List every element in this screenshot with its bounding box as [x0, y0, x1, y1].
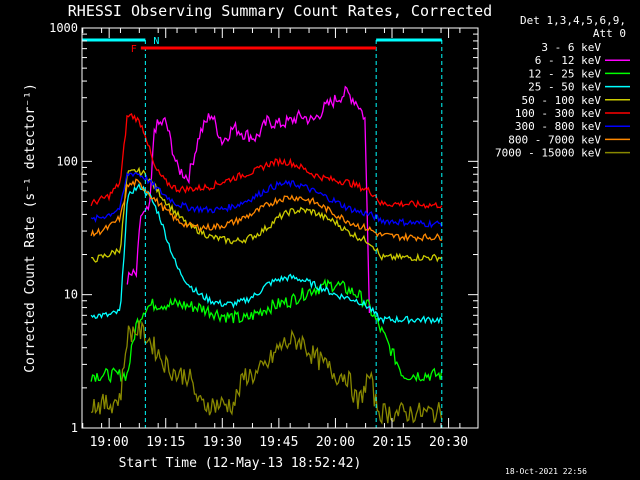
x-tick-label: 19:30	[203, 435, 242, 450]
series-line-5	[91, 166, 443, 263]
y-axis-label: Corrected Count Rate (s⁻¹ detector⁻¹)	[23, 83, 38, 373]
x-tick-label: 20:15	[372, 435, 411, 450]
legend-label: 12 - 25 keV	[528, 67, 601, 80]
legend-label: 6 - 12 keV	[535, 54, 602, 67]
legend-label: 800 - 7000 keV	[508, 133, 601, 146]
y-tick-label: 100	[56, 154, 78, 168]
series-line-8	[90, 178, 442, 243]
legend-label: 7000 - 15000 keV	[495, 147, 601, 160]
series-line-7	[90, 171, 443, 229]
x-tick-label: 19:00	[90, 435, 129, 450]
legend-label: 100 - 300 keV	[515, 107, 601, 120]
y-tick-label: 1000	[49, 21, 78, 35]
detector-label: Det 1,3,4,5,6,9,	[520, 14, 626, 27]
plot-frame	[81, 27, 479, 429]
x-axis-label: Start Time (12-May-13 18:52:42)	[119, 456, 362, 471]
legend-label: 300 - 800 keV	[515, 120, 601, 133]
legend-label: 50 - 100 keV	[522, 94, 602, 107]
legend-label: 25 - 50 keV	[528, 81, 601, 94]
night-label: N	[153, 36, 159, 47]
series-line-9	[90, 320, 443, 425]
series-line-6	[90, 113, 443, 210]
y-tick-label: 1	[71, 421, 78, 435]
x-tick-label: 19:45	[259, 435, 298, 450]
plot-area: N F 1 10 100 1000 19:00 19:15 19:30 19:45 20:00 20:…	[49, 21, 479, 450]
x-tick-label: 19:15	[146, 435, 185, 450]
series-line-1	[126, 94, 371, 366]
y-tick-label: 10	[64, 288, 78, 302]
series-line-4	[90, 182, 443, 325]
chart-title: RHESSI Observing Summary Count Rates, Co…	[68, 2, 492, 20]
x-tick-label: 20:30	[429, 435, 468, 450]
x-tick-label: 20:00	[316, 435, 355, 450]
series-line-3	[90, 278, 443, 384]
attenuator-label: Att 0	[593, 27, 626, 40]
legend-label: 3 - 6 keV	[541, 41, 601, 54]
series-line-2	[126, 85, 371, 314]
timestamp: 18-Oct-2021 22:56	[505, 467, 587, 476]
flare-label: F	[131, 44, 137, 55]
